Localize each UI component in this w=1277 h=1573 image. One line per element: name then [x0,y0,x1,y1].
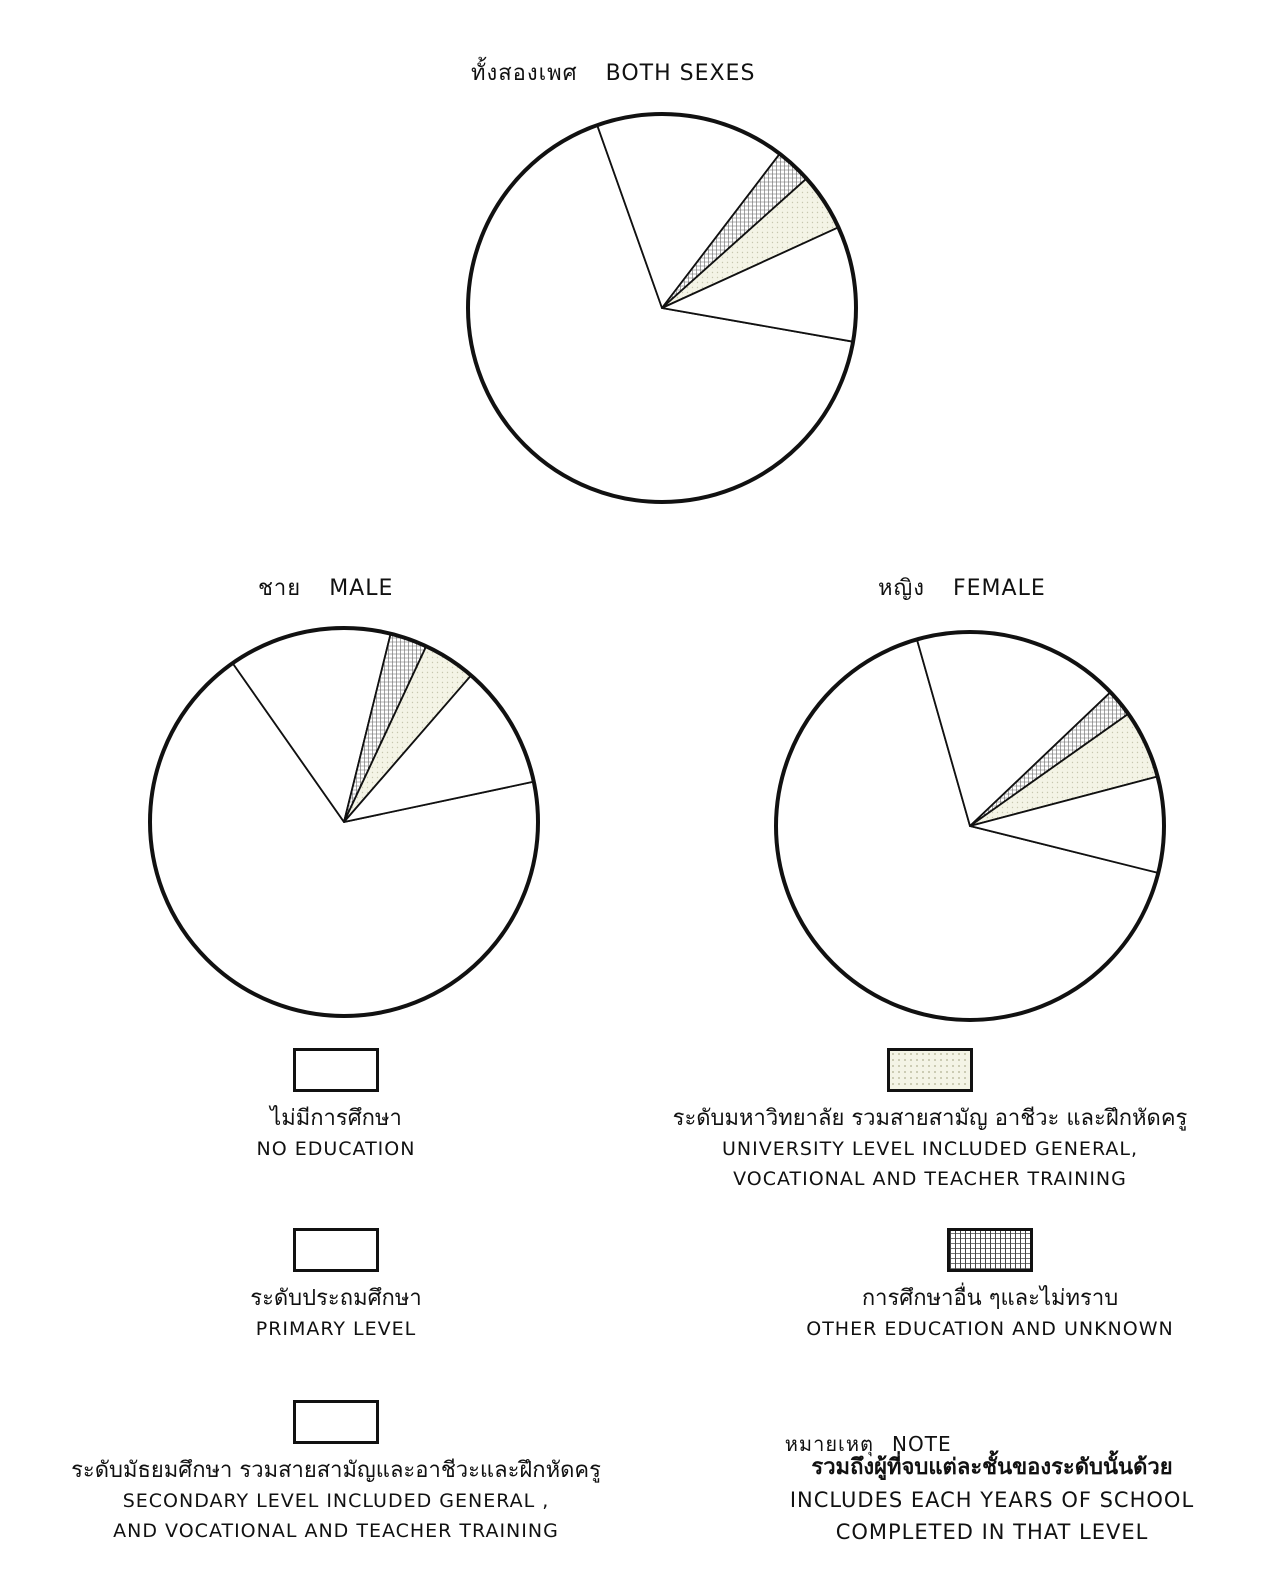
legend-label-thai: ระดับประถมศึกษา [250,1286,422,1311]
title-female: หญิง FEMALE [862,545,1046,605]
pie-charts [148,112,1166,1022]
title-male-thai: ชาย [258,576,302,601]
legend-swatch-no-education [293,1048,379,1092]
pie-outline [774,630,1166,1022]
legend-swatch-primary [293,1228,379,1272]
title-male-english: MALE [329,576,394,601]
legend-label-english: UNIVERSITY LEVEL INCLUDED GENERAL, [722,1138,1138,1160]
legend-label-english: NO EDUCATION [256,1138,416,1160]
legend-label-thai: การศึกษาอื่น ๆและไม่ทราบ [861,1286,1119,1311]
legend-label-thai: ไม่มีการศึกษา [270,1106,402,1131]
legend-label-english: VOCATIONAL AND TEACHER TRAINING [733,1168,1127,1190]
legend-label-english: PRIMARY LEVEL [255,1318,417,1340]
legend-swatch-secondary [293,1400,379,1444]
legend-university: ระดับมหาวิทยาลัย รวมสายสามัญ อาชีวะ และฝ… [600,1048,1260,1194]
note-text-english: INCLUDES EACH YEARS OF SCHOOL [789,1488,1195,1512]
legend-primary: ระดับประถมศึกษา PRIMARY LEVEL [136,1228,536,1344]
legend-label-english: OTHER EDUCATION AND UNKNOWN [806,1318,1174,1340]
title-female-thai: หญิง [878,576,925,601]
title-both-sexes: ทั้งสองเพศ BOTH SEXES [455,30,755,90]
note-text-english: COMPLETED IN THAT LEVEL [835,1520,1149,1544]
pie-male [148,626,540,1018]
legend-swatch-university [887,1048,973,1092]
pie-female [774,630,1166,1022]
note-heading-thai: หมายเหตุ [784,1432,875,1456]
legend-label-thai: ระดับมหาวิทยาลัย รวมสายสามัญ อาชีวะ และฝ… [672,1106,1188,1131]
title-male: ชาย MALE [242,545,393,605]
pie-both-sexes [466,112,858,504]
title-female-english: FEMALE [953,576,1046,601]
pie-outline [466,112,858,504]
legend-other: การศึกษาอื่น ๆและไม่ทราบ OTHER EDUCATION… [780,1228,1200,1344]
legend-swatch-other [947,1228,1033,1272]
note-heading: หมายเหตุ NOTE [770,1404,952,1460]
legend-label-thai: ระดับมัธยมศึกษา รวมสายสามัญและอาชีวะและฝ… [71,1458,601,1483]
legend-secondary: ระดับมัธยมศึกษา รวมสายสามัญและอาชีวะและฝ… [6,1400,666,1546]
note-body: รวมถึงผู้ที่จบแต่ละชั้นของระดับนั้นด้วย … [712,1452,1272,1548]
note-text-thai: รวมถึงผู้ที่จบแต่ละชั้นของระดับนั้นด้วย [811,1455,1173,1480]
legend-label-english: SECONDARY LEVEL INCLUDED GENERAL , [122,1490,550,1512]
pie-outline [148,626,540,1018]
legend-no-education: ไม่มีการศึกษา NO EDUCATION [136,1048,536,1164]
legend-label-english: AND VOCATIONAL AND TEACHER TRAINING [113,1520,559,1542]
note-heading-english: NOTE [892,1432,952,1456]
title-both-sexes-thai: ทั้งสองเพศ [471,61,578,86]
title-both-sexes-english: BOTH SEXES [605,61,756,86]
